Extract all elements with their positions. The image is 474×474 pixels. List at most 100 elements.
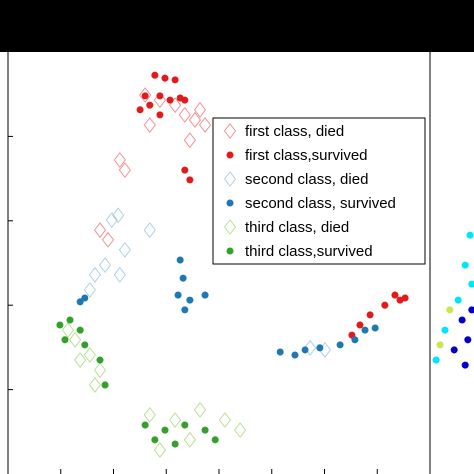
legend-label: third class, died: [245, 219, 349, 236]
point: [468, 280, 474, 288]
point: [188, 112, 202, 128]
legend-label: second class, survived: [245, 195, 396, 212]
point: [218, 412, 231, 428]
point: [98, 257, 112, 273]
point: [174, 291, 182, 299]
point: [458, 316, 466, 324]
point: [234, 422, 247, 439]
point: [143, 407, 156, 423]
point: [178, 106, 191, 123]
point: [151, 436, 159, 444]
point: [436, 341, 444, 349]
point: [136, 106, 144, 114]
point: [74, 352, 87, 368]
point: [181, 421, 189, 429]
point: [356, 321, 364, 329]
legend-marker: [223, 171, 237, 187]
legend-marker: [226, 199, 234, 207]
point: [351, 336, 359, 344]
point: [153, 442, 166, 458]
point: [141, 421, 149, 429]
point: [291, 351, 299, 359]
point: [301, 346, 309, 354]
point: [169, 412, 182, 428]
point: [446, 306, 454, 314]
point: [171, 76, 179, 84]
point: [201, 291, 209, 299]
point: [193, 101, 207, 118]
point: [466, 231, 474, 239]
point: [432, 356, 440, 364]
point: [201, 426, 209, 434]
point: [181, 166, 189, 174]
point: [76, 298, 84, 306]
top-bar: [0, 0, 474, 52]
point: [83, 347, 96, 363]
point: [181, 306, 189, 314]
point: [179, 274, 187, 282]
point: [56, 321, 64, 329]
point: [69, 331, 82, 348]
point: [171, 440, 179, 448]
point: [118, 162, 131, 179]
point: [81, 341, 89, 349]
point: [181, 96, 189, 104]
legend-box: [212, 117, 426, 265]
legend-marker: [223, 219, 237, 235]
point: [112, 207, 125, 224]
point: [461, 361, 469, 369]
point: [461, 261, 469, 269]
legend-marker: [223, 123, 237, 139]
point: [450, 346, 458, 354]
point: [316, 344, 324, 352]
point: [156, 111, 164, 119]
point: [113, 152, 126, 168]
point: [66, 316, 74, 324]
point: [391, 291, 399, 299]
point: [83, 282, 96, 298]
point: [276, 348, 284, 356]
point: [468, 306, 474, 314]
point: [118, 242, 131, 258]
point: [464, 336, 472, 344]
point: [105, 212, 118, 228]
point: [146, 101, 154, 109]
point: [143, 222, 156, 238]
point: [186, 296, 194, 304]
point: [371, 324, 379, 332]
point: [139, 87, 152, 103]
legend-label: first class,survived: [245, 147, 368, 164]
point: [96, 356, 104, 364]
point: [454, 296, 462, 304]
point: [76, 326, 84, 334]
legend-marker: [226, 247, 234, 255]
point: [193, 401, 207, 418]
point: [186, 176, 194, 184]
point: [161, 426, 169, 434]
point: [61, 336, 69, 344]
legend-label: first class, died: [245, 123, 344, 140]
point: [81, 294, 89, 302]
point: [93, 362, 107, 379]
point: [101, 231, 115, 248]
point: [183, 132, 196, 149]
point: [211, 436, 219, 444]
point: [61, 322, 74, 338]
point: [176, 256, 184, 264]
point: [113, 266, 126, 283]
point: [166, 96, 174, 104]
point: [88, 377, 101, 393]
legend-label: third class,survived: [245, 243, 373, 260]
point: [101, 381, 109, 389]
point: [361, 326, 369, 334]
point: [304, 339, 317, 356]
point: [93, 222, 107, 238]
point: [183, 431, 196, 448]
point: [401, 294, 409, 302]
point: [161, 74, 169, 82]
legend-label: second class, died: [245, 171, 368, 188]
point: [141, 92, 149, 100]
point: [366, 311, 374, 319]
point: [143, 117, 156, 133]
